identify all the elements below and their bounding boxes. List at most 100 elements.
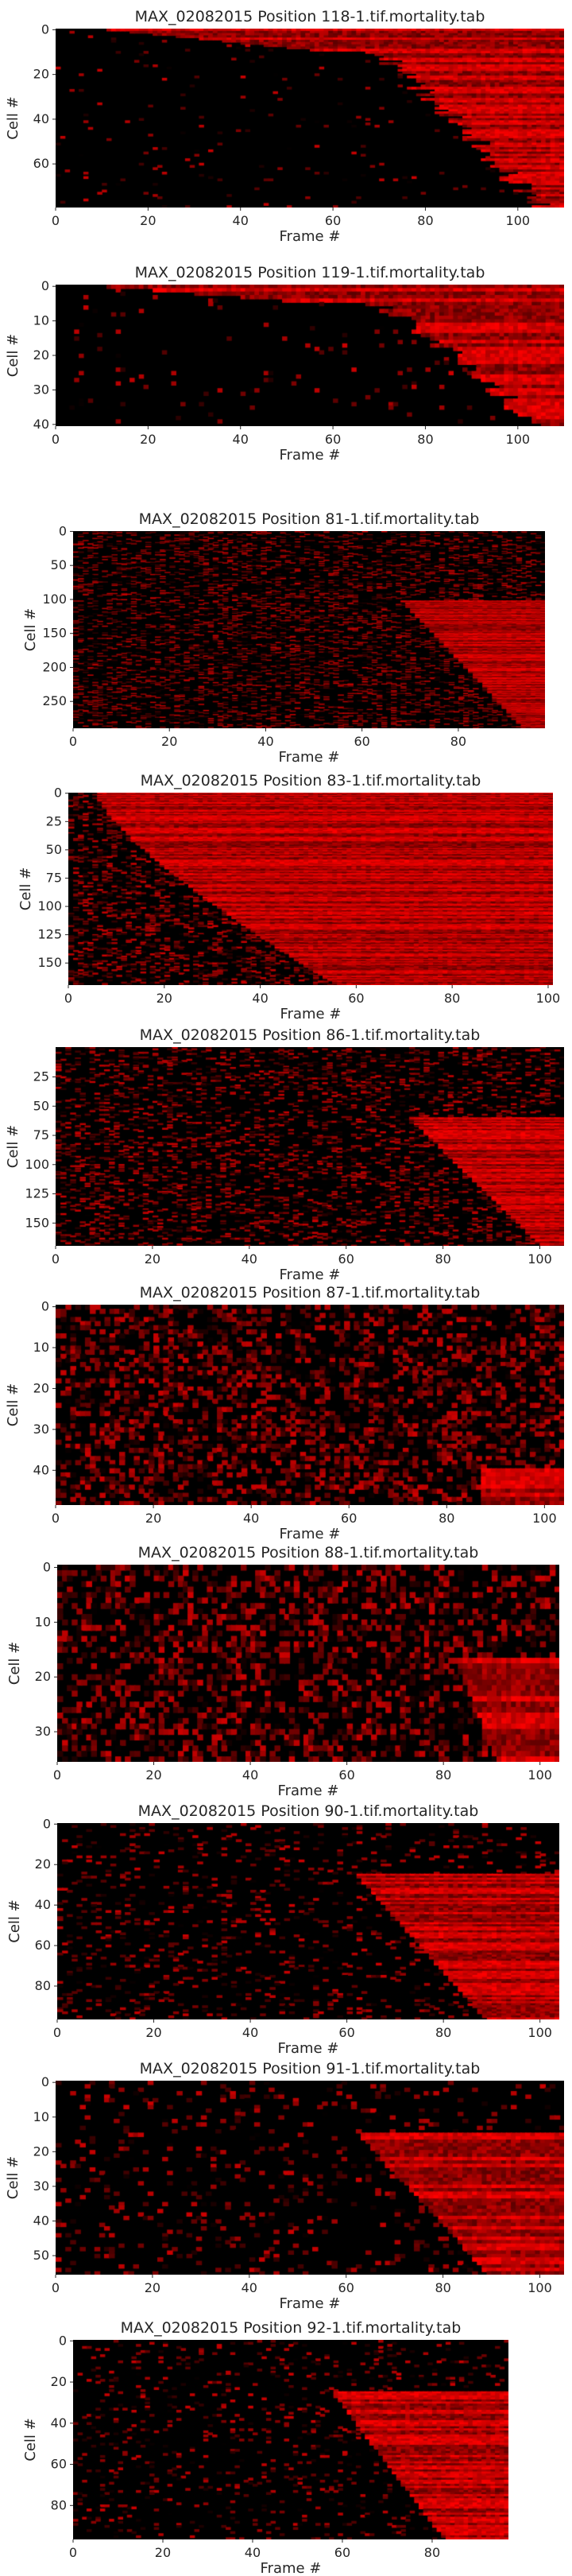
y-tick-label: 20 xyxy=(51,2374,67,2389)
y-axis-label: Cell # xyxy=(5,2156,21,2199)
y-tick-label: 0 xyxy=(41,1299,49,1314)
y-tick-label: 20 xyxy=(33,67,49,82)
x-tick-label: 80 xyxy=(424,2545,440,2560)
heatmap-image xyxy=(56,285,564,426)
x-tick-label: 0 xyxy=(69,734,77,749)
x-tick-label: 40 xyxy=(233,432,249,447)
x-tick-label: 20 xyxy=(145,2025,161,2040)
y-tick-label: 0 xyxy=(59,2333,67,2348)
x-tick-label: 20 xyxy=(145,2280,160,2295)
y-tick-label: 0 xyxy=(43,1559,51,1574)
x-tick-label: 40 xyxy=(242,2025,258,2040)
y-tick-label: 20 xyxy=(33,1380,49,1395)
y-tick-label: 200 xyxy=(42,659,67,674)
x-tick-label: 100 xyxy=(536,991,561,1006)
x-axis-label: Frame # xyxy=(280,447,341,464)
x-tick-label: 40 xyxy=(242,2280,257,2295)
chart-title: MAX_02082015 Position 91-1.tif.mortality… xyxy=(140,2060,481,2077)
heatmap-image xyxy=(56,2081,564,2275)
y-tick-label: 40 xyxy=(35,1897,51,1912)
chart-title: MAX_02082015 Position 83-1.tif.mortality… xyxy=(141,772,481,789)
y-axis-label: Cell # xyxy=(5,1383,21,1426)
y-tick-label: 10 xyxy=(33,1340,49,1355)
chart-panel-6: MAX_02082015 Position 87-1.tif.mortality… xyxy=(5,1284,564,1542)
x-tick-label: 60 xyxy=(338,1251,354,1267)
y-tick-label: 100 xyxy=(25,1157,49,1172)
y-tick-label: 20 xyxy=(33,2143,49,2159)
x-tick-label: 0 xyxy=(53,2025,61,2040)
x-tick-label: 40 xyxy=(252,991,268,1006)
chart-panel-3: MAX_02082015 Position 81-1.tif.mortality… xyxy=(22,510,545,766)
x-axis-label: Frame # xyxy=(261,2560,322,2576)
x-tick-label: 100 xyxy=(528,1767,552,1783)
x-tick-label: 80 xyxy=(417,432,433,447)
x-tick-label: 40 xyxy=(242,1251,257,1267)
y-tick-label: 75 xyxy=(46,870,62,885)
x-tick-label: 0 xyxy=(69,2545,77,2560)
y-tick-label: 30 xyxy=(33,382,49,397)
y-tick-label: 0 xyxy=(41,2074,49,2089)
chart-panel-9: MAX_02082015 Position 91-1.tif.mortality… xyxy=(5,2060,564,2312)
x-tick-label: 80 xyxy=(450,734,466,749)
x-axis-label: Frame # xyxy=(280,1267,341,1283)
x-tick-label: 100 xyxy=(506,432,531,447)
x-tick-label: 60 xyxy=(348,991,364,1006)
heatmap-image xyxy=(73,2340,508,2539)
y-tick-label: 125 xyxy=(25,1186,49,1201)
x-tick-label: 0 xyxy=(53,1767,61,1783)
y-tick-label: 20 xyxy=(33,347,49,363)
x-tick-label: 60 xyxy=(338,2025,354,2040)
heatmap-image xyxy=(56,29,564,208)
x-tick-label: 80 xyxy=(435,2025,451,2040)
x-axis-label: Frame # xyxy=(280,2295,341,2312)
y-axis-label: Cell # xyxy=(17,867,34,910)
x-tick-label: 20 xyxy=(145,1251,160,1267)
x-tick-label: 40 xyxy=(233,213,249,228)
y-tick-label: 0 xyxy=(43,1816,51,1831)
y-axis-label: Cell # xyxy=(6,1642,23,1685)
x-tick-label: 100 xyxy=(528,1251,552,1267)
heatmap-image xyxy=(56,1047,564,1246)
x-tick-label: 0 xyxy=(52,432,60,447)
x-tick-label: 80 xyxy=(435,1767,451,1783)
x-tick-label: 0 xyxy=(52,1511,60,1526)
y-tick-label: 150 xyxy=(42,626,67,641)
x-axis-label: Frame # xyxy=(279,749,340,766)
chart-panel-2: MAX_02082015 Position 119-1.tif.mortalit… xyxy=(5,264,564,464)
x-tick-label: 40 xyxy=(245,2545,261,2560)
x-tick-label: 20 xyxy=(140,432,156,447)
x-tick-label: 60 xyxy=(338,1767,354,1783)
y-axis-label: Cell # xyxy=(6,1899,23,1942)
y-tick-label: 30 xyxy=(35,1724,51,1739)
heatmap-image xyxy=(56,1305,564,1505)
y-tick-label: 250 xyxy=(42,693,67,708)
y-tick-label: 80 xyxy=(35,1978,51,1993)
x-tick-label: 0 xyxy=(64,991,72,1006)
y-axis-label: Cell # xyxy=(22,2418,39,2461)
x-tick-label: 100 xyxy=(506,213,531,228)
x-tick-label: 60 xyxy=(338,2280,354,2295)
y-tick-label: 30 xyxy=(33,2178,49,2194)
heatmap-image xyxy=(68,793,553,985)
y-tick-label: 40 xyxy=(33,111,49,126)
y-axis-label: Cell # xyxy=(5,96,21,139)
chart-panel-5: MAX_02082015 Position 86-1.tif.mortality… xyxy=(5,1026,564,1283)
x-axis-label: Frame # xyxy=(278,1783,339,1799)
x-tick-label: 60 xyxy=(341,1511,357,1526)
x-tick-label: 60 xyxy=(354,734,369,749)
y-tick-label: 0 xyxy=(54,786,62,801)
heatmap-image xyxy=(73,531,545,728)
chart-panel-7: MAX_02082015 Position 88-1.tif.mortality… xyxy=(6,1544,559,1799)
y-tick-label: 30 xyxy=(33,1422,49,1437)
y-tick-label: 20 xyxy=(35,1856,51,1872)
chart-title: MAX_02082015 Position 81-1.tif.mortality… xyxy=(139,510,480,528)
x-tick-label: 20 xyxy=(157,991,172,1006)
x-tick-label: 20 xyxy=(145,1767,161,1783)
y-tick-label: 50 xyxy=(51,557,67,572)
x-tick-label: 60 xyxy=(325,432,341,447)
y-tick-label: 0 xyxy=(41,278,49,293)
x-axis-label: Frame # xyxy=(280,228,341,245)
y-tick-label: 100 xyxy=(37,898,62,914)
y-axis-label: Cell # xyxy=(5,334,21,377)
y-tick-label: 0 xyxy=(41,21,49,37)
